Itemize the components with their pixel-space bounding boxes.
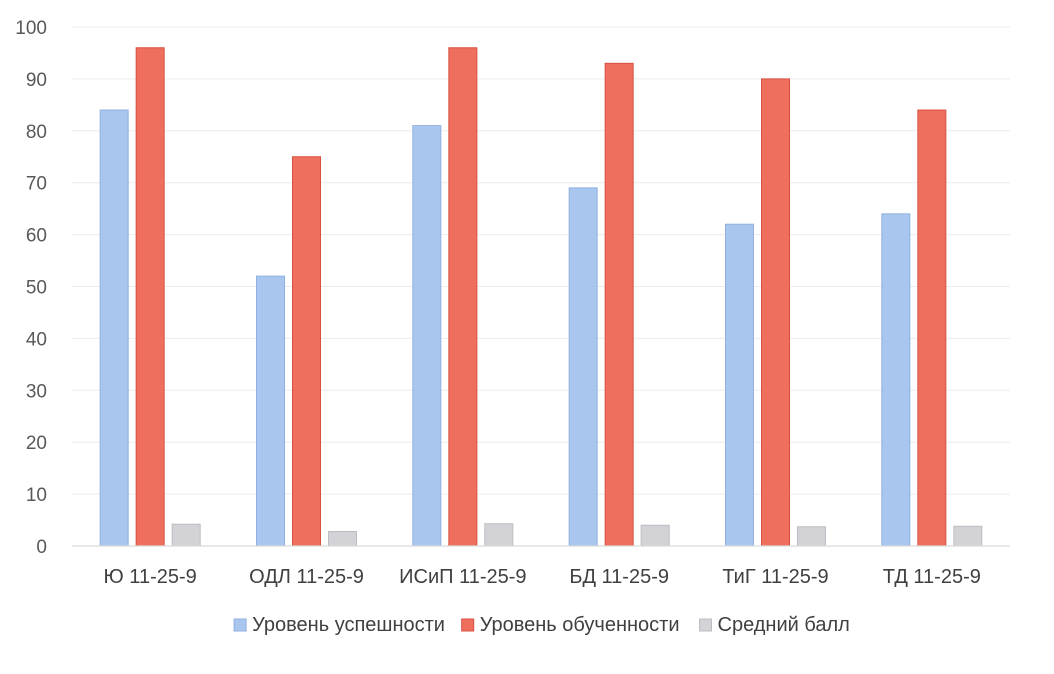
bar <box>761 78 790 547</box>
bars <box>99 47 983 547</box>
y-tick-label: 60 <box>26 226 47 247</box>
bar <box>328 530 357 547</box>
bar <box>412 125 442 547</box>
bar <box>953 525 983 547</box>
bar <box>135 47 165 547</box>
legend-swatch <box>233 618 247 632</box>
bar <box>568 187 598 547</box>
x-tick-label: ИСиП 11-25-9 <box>399 566 526 588</box>
bar <box>640 524 670 547</box>
y-tick-label: 10 <box>26 485 47 506</box>
legend-item: Уровень обученности <box>461 614 680 636</box>
legend-label: Средний балл <box>718 614 850 636</box>
y-tick-label: 70 <box>26 174 47 195</box>
y-tick-label: 40 <box>26 329 47 350</box>
bar <box>448 47 478 547</box>
y-tick-label: 100 <box>15 18 47 39</box>
legend: Уровень успешности Уровень обученности Сре… <box>233 614 850 636</box>
bar <box>797 526 826 547</box>
bar <box>917 109 947 547</box>
x-tick-label: ОДЛ 11-25-9 <box>249 566 364 588</box>
bar <box>484 523 514 547</box>
legend-item: Средний балл <box>699 614 850 636</box>
legend-swatch <box>461 618 475 632</box>
y-tick-label: 0 <box>36 537 47 558</box>
y-tick-label: 80 <box>26 122 47 143</box>
x-tick-label: ТиГ 11-25-9 <box>722 566 828 588</box>
x-tick-label: ТД 11-25-9 <box>883 566 981 588</box>
legend-item: Уровень успешности <box>233 614 445 636</box>
axes: 0 10 20 30 40 50 60 70 80 90 100 Ю 11-25-9 ОДЛ 11-25… <box>15 18 1010 588</box>
legend-swatch <box>699 618 712 632</box>
bar <box>99 109 129 547</box>
gridlines <box>72 26 1010 495</box>
y-tick-label: 50 <box>26 278 47 299</box>
y-tick-label: 20 <box>26 433 47 454</box>
x-tick-label: Ю 11-25-9 <box>104 566 197 588</box>
bar <box>256 275 285 547</box>
bar <box>604 62 634 547</box>
legend-label: Уровень успешности <box>252 614 445 636</box>
legend-label: Уровень обученности <box>480 614 680 636</box>
bar <box>171 523 201 547</box>
y-tick-label: 90 <box>26 70 47 91</box>
bar <box>725 223 754 547</box>
bar <box>292 156 321 547</box>
y-tick-label: 30 <box>26 381 47 402</box>
x-tick-label: БД 11-25-9 <box>569 566 669 588</box>
bar <box>881 213 911 547</box>
